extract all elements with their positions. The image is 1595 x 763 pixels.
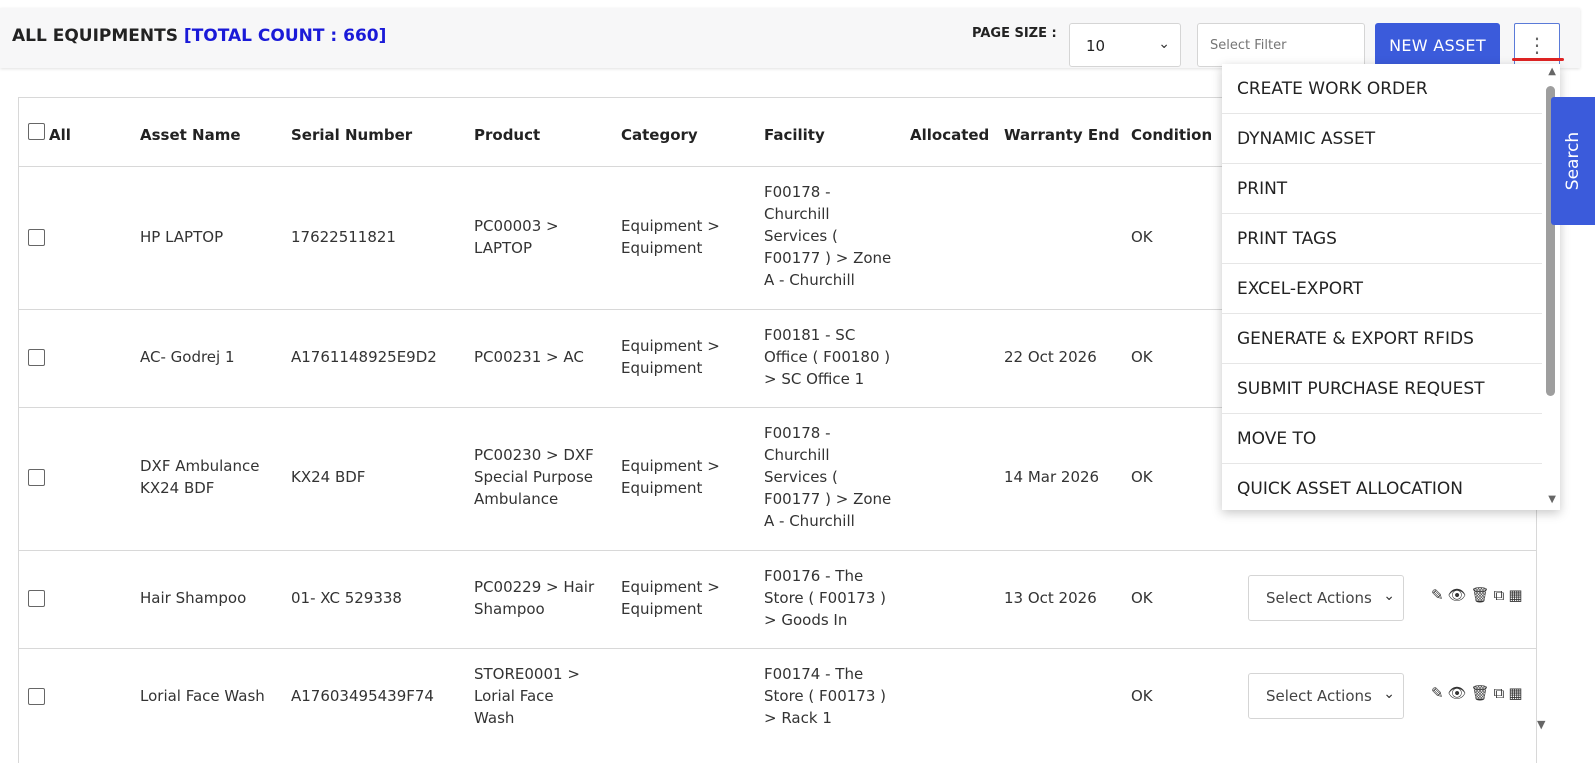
scroll-down-arrow-icon[interactable]: ▼ <box>1548 494 1556 505</box>
asset-name[interactable]: Lorial Face Wash <box>140 687 265 705</box>
scroll-up-arrow-icon[interactable]: ▲ <box>1548 66 1556 77</box>
row-checkbox[interactable] <box>28 229 45 246</box>
chevron-down-icon: ⌄ <box>1380 588 1395 604</box>
column-product[interactable]: Product <box>474 126 541 144</box>
serial-number: A1761148925E9D2 <box>291 348 437 366</box>
row-action-select[interactable]: Select Actions ⌄ <box>1248 673 1404 719</box>
asset-name[interactable]: AC- Godrej 1 <box>140 348 235 366</box>
more-options-menu: CREATE WORK ORDER DYNAMIC ASSET PRINT PR… <box>1222 64 1560 510</box>
page-size-select[interactable]: 10 ⌄ <box>1069 23 1181 67</box>
serial-number: 17622511821 <box>291 228 396 246</box>
page-scroll-down-arrow-icon[interactable]: ▼ <box>1537 718 1546 731</box>
facility: F00178 - Churchill Services ( F00177 ) >… <box>764 183 892 289</box>
facility: F00178 - Churchill Services ( F00177 ) >… <box>764 424 892 530</box>
row-action-value: Select Actions <box>1266 687 1372 705</box>
row-action-icons[interactable]: ✎👁🗑⧉▦ <box>1431 586 1527 604</box>
page-title-text: ALL EQUIPMENTS <box>12 26 178 46</box>
more-vertical-icon: ⋮ <box>1527 33 1547 57</box>
serial-number: A17603495439F74 <box>291 687 434 705</box>
condition: OK <box>1131 687 1153 705</box>
row-checkbox[interactable] <box>28 590 45 607</box>
row-action-value: Select Actions <box>1266 589 1372 607</box>
menu-scrollbar-thumb[interactable] <box>1546 86 1555 396</box>
category: Equipment > Equipment <box>621 217 720 257</box>
column-category[interactable]: Category <box>621 126 698 144</box>
filter-input[interactable] <box>1197 23 1365 67</box>
menu-item-print[interactable]: PRINT <box>1222 164 1542 214</box>
row-checkbox[interactable] <box>28 688 45 705</box>
page-size-value: 10 <box>1086 37 1106 55</box>
table-row: AC- Godrej 1 A1761148925E9D2 PC00231 > A… <box>19 309 1536 408</box>
product: PC00229 > Hair Shampoo <box>474 578 595 618</box>
facility: F00174 - The Store ( F00173 ) > Rack 1 <box>764 665 886 727</box>
warranty-end: 13 Oct 2026 <box>1004 589 1097 607</box>
menu-item-dynamic-asset[interactable]: DYNAMIC ASSET <box>1222 114 1542 164</box>
more-underline <box>1512 58 1564 61</box>
row-action-select[interactable]: Select Actions ⌄ <box>1248 575 1404 621</box>
condition: OK <box>1131 468 1153 486</box>
menu-item-create-work-order[interactable]: CREATE WORK ORDER <box>1222 64 1542 114</box>
table-header: All Asset Name Serial Number Product Cat… <box>19 98 1536 167</box>
row-checkbox[interactable] <box>28 469 45 486</box>
total-count: [TOTAL COUNT : 660] <box>183 26 387 46</box>
warranty-end: 14 Mar 2026 <box>1004 468 1100 486</box>
menu-item-move-to[interactable]: MOVE TO <box>1222 414 1542 464</box>
column-asset-name[interactable]: Asset Name <box>140 126 241 144</box>
chevron-down-icon: ⌄ <box>1380 686 1395 702</box>
menu-item-print-tags[interactable]: PRINT TAGS <box>1222 214 1542 264</box>
search-side-tab[interactable]: Search <box>1551 97 1595 225</box>
menu-item-generate-export-rfids[interactable]: GENERATE & EXPORT RFIDS <box>1222 314 1542 364</box>
table-row: DXF Ambulance KX24 BDF KX24 BDF PC00230 … <box>19 407 1536 551</box>
category: Equipment > Equipment <box>621 578 720 618</box>
column-warranty-end[interactable]: Warranty End <box>1004 126 1120 144</box>
facility: F00181 - SC Office ( F00180 ) > SC Offic… <box>764 326 891 388</box>
column-facility[interactable]: Facility <box>764 126 825 144</box>
condition: OK <box>1131 589 1153 607</box>
row-action-icons[interactable]: ✎👁🗑⧉▦ <box>1431 684 1527 702</box>
category: Equipment > Equipment <box>621 457 720 497</box>
menu-item-quick-asset-allocation[interactable]: QUICK ASSET ALLOCATION <box>1222 464 1542 510</box>
product: STORE0001 > Lorial Face Wash <box>474 665 580 727</box>
menu-item-submit-purchase-request[interactable]: SUBMIT PURCHASE REQUEST <box>1222 364 1542 414</box>
table-row: Hair Shampoo 01- XC 529338 PC00229 > Hai… <box>19 550 1536 649</box>
serial-number: KX24 BDF <box>291 468 366 486</box>
column-serial-number[interactable]: Serial Number <box>291 126 413 144</box>
asset-name[interactable]: DXF Ambulance KX24 BDF <box>140 457 260 497</box>
row-checkbox[interactable] <box>28 349 45 366</box>
new-asset-button[interactable]: NEW ASSET <box>1375 23 1500 68</box>
condition: OK <box>1131 228 1153 246</box>
asset-name[interactable]: HP LAPTOP <box>140 228 224 246</box>
menu-item-excel-export[interactable]: EXCEL-EXPORT <box>1222 264 1542 314</box>
chevron-down-icon: ⌄ <box>1158 36 1170 52</box>
facility: F00176 - The Store ( F00173 ) > Goods In <box>764 567 886 629</box>
page-title: ALL EQUIPMENTS [TOTAL COUNT : 660] <box>12 26 386 46</box>
serial-number: 01- XC 529338 <box>291 589 402 607</box>
table-row: Lorial Face Wash A17603495439F74 STORE00… <box>19 648 1536 763</box>
top-bar: ALL EQUIPMENTS [TOTAL COUNT : 660] PAGE … <box>0 8 1580 68</box>
column-condition[interactable]: Condition <box>1131 126 1213 144</box>
search-side-tab-label: Search <box>1563 131 1583 191</box>
warranty-end: 22 Oct 2026 <box>1004 348 1097 366</box>
column-all: All <box>49 126 71 144</box>
product: PC00230 > DXF Special Purpose Ambulance <box>474 446 594 508</box>
equipment-table: All Asset Name Serial Number Product Cat… <box>18 97 1537 763</box>
category: Equipment > Equipment <box>621 337 720 377</box>
condition: OK <box>1131 348 1153 366</box>
product: PC00231 > AC <box>474 348 584 366</box>
select-all-checkbox[interactable] <box>28 123 45 140</box>
product: PC00003 > LAPTOP <box>474 217 559 257</box>
table-row: HP LAPTOP 17622511821 PC00003 > LAPTOP E… <box>19 166 1536 310</box>
page-size-label: PAGE SIZE : <box>972 26 1057 41</box>
asset-name[interactable]: Hair Shampoo <box>140 589 247 607</box>
column-allocated[interactable]: Allocated <box>910 126 990 144</box>
